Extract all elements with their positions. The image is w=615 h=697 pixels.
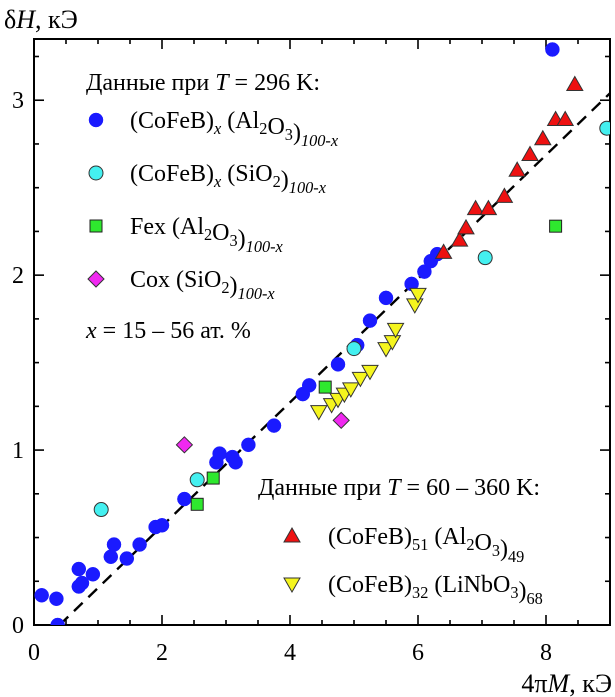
legend-marker-square [89, 219, 103, 233]
data-points [34, 42, 610, 625]
data-point-circle [49, 591, 64, 607]
data-point-triangle-up [479, 199, 498, 216]
data-point-circle [417, 264, 432, 279]
composition-note: x = 15 – 56 ат. % [85, 318, 251, 344]
data-point-circle [241, 437, 256, 453]
data-point-triangle-up [508, 161, 527, 177]
data-point-circle [85, 567, 101, 582]
y-tick-label: 0 [12, 613, 24, 639]
legend-label: (CoFeB)51 (Al2O3)49 [328, 524, 524, 566]
x-tick-label: 0 [28, 640, 40, 666]
x-tick-label: 6 [412, 640, 424, 666]
legend: Данные при T = 296 K: (CoFeB)x (Al2O3)100… [85, 70, 543, 608]
data-point-triangle-up [434, 243, 453, 259]
data-point-triangle-down [409, 287, 427, 304]
data-point-triangle-up [466, 199, 485, 216]
data-point-circle [477, 250, 493, 266]
data-point-triangle-down [361, 364, 379, 381]
x-tick-label: 2 [156, 640, 168, 666]
data-point-circle [301, 378, 317, 393]
data-point-square [190, 497, 204, 511]
y-tick-label: 1 [12, 438, 24, 464]
y-tick-label: 3 [12, 88, 24, 114]
data-point-diamond [332, 411, 350, 430]
data-point-triangle-up [495, 187, 514, 203]
data-point-triangle-up [565, 75, 584, 91]
data-point-circle [93, 502, 109, 518]
data-point-circle [330, 357, 346, 372]
data-point-triangle-down [309, 405, 328, 421]
data-point-circle [71, 561, 87, 577]
data-point-triangle-up [521, 145, 539, 161]
data-point-square [206, 471, 220, 485]
data-point-triangle-down [386, 322, 405, 339]
x-axis-label: 4πM, кЭ [521, 669, 612, 697]
data-point-circle [212, 446, 227, 461]
y-tick-label: 2 [12, 263, 24, 289]
data-point-circle [378, 290, 394, 306]
data-point-circle [154, 518, 170, 533]
data-point-circle [34, 588, 49, 603]
data-point-circle [132, 537, 147, 552]
axis-labels: δH, кЭ 4πM, кЭ [4, 5, 612, 697]
x-tick-label: 8 [540, 640, 552, 666]
data-point-triangle-down [383, 335, 402, 351]
data-point-circle [599, 120, 610, 136]
data-point-circle [103, 549, 119, 565]
data-point-triangle-down [341, 382, 360, 398]
data-point-diamond [175, 436, 194, 454]
legend-label: (CoFeB)32 (LiNbO3)68 [328, 572, 543, 608]
data-point-triangle-up [457, 218, 475, 235]
legend-marker-triangle-down [283, 577, 301, 594]
legend-top-title: Данные при T = 296 K: [86, 70, 320, 96]
legend-label: (CoFeB)x (SiO2)100-x [130, 161, 327, 197]
data-point-circle [266, 418, 282, 433]
data-point-circle [106, 537, 122, 552]
data-point-circle [177, 491, 192, 507]
data-point-triangle-down [351, 371, 370, 388]
data-point-triangle-up [533, 129, 552, 146]
legend-marker-circle [88, 112, 104, 128]
legend-bottom-title: Данные при T = 60 – 360 K: [258, 475, 540, 501]
data-point-square [549, 219, 563, 233]
data-point-circle [74, 575, 90, 591]
legend-label: (CoFeB)x (Al2O3)100-x [130, 108, 339, 150]
data-point-circle [119, 551, 135, 566]
legend-label: Fex (Al2O3)100-x [130, 214, 284, 256]
data-point-square [318, 380, 332, 394]
data-point-circle [228, 455, 243, 470]
data-point-triangle-up [450, 231, 469, 247]
data-point-circle [189, 472, 205, 488]
data-point-triangle-up [556, 110, 575, 126]
data-point-triangle-down [405, 298, 424, 314]
legend-marker-diamond [87, 270, 105, 288]
data-point-circle [545, 42, 560, 57]
data-point-circle [50, 617, 65, 625]
x-tick-label: 4 [284, 640, 296, 666]
legend-label: Cox (SiO2)100-x [130, 267, 275, 303]
data-point-circle [362, 313, 378, 328]
y-axis-label: δH, кЭ [4, 5, 78, 34]
legend-marker-triangle-up [283, 526, 301, 543]
data-point-circle [346, 341, 362, 357]
legend-marker-circle [88, 165, 104, 181]
axes: 0 2 4 6 8 0 1 2 3 [12, 38, 611, 666]
